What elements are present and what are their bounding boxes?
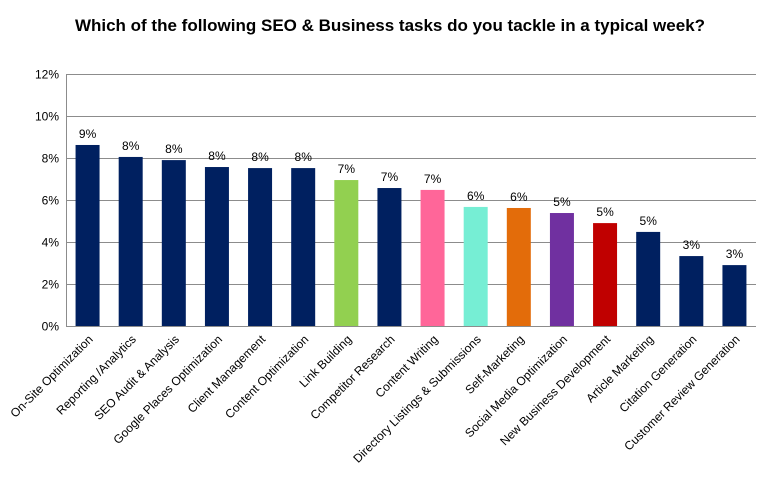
bar [377, 188, 402, 326]
bar [161, 160, 186, 326]
data-label: 6% [467, 189, 485, 203]
data-label: 7% [338, 162, 356, 176]
y-tick-label: 0% [42, 320, 60, 334]
data-label: 5% [640, 214, 658, 228]
y-tick-label: 8% [42, 152, 60, 166]
y-tick-label: 10% [35, 110, 59, 124]
data-label: 5% [553, 195, 571, 209]
bar [722, 265, 747, 326]
data-label: 8% [122, 139, 140, 153]
bar [204, 167, 229, 326]
bar [75, 144, 100, 326]
x-tick-label: Reporting /Analytics [53, 332, 138, 417]
data-label: 3% [683, 238, 701, 252]
data-label: 8% [251, 150, 269, 164]
data-label: 3% [726, 247, 744, 261]
y-tick-label: 12% [35, 68, 59, 82]
x-tick-label: Citation Generation [616, 332, 699, 415]
bar [506, 207, 531, 326]
bar [334, 180, 359, 326]
x-tick-label: Competitor Research [307, 332, 397, 422]
bar [463, 206, 488, 326]
x-tick-label: SEO Audit & Analysis [91, 332, 182, 423]
y-tick-label: 6% [42, 194, 60, 208]
data-label: 7% [424, 172, 442, 186]
y-tick-label: 2% [42, 278, 60, 292]
data-label: 5% [596, 205, 614, 219]
data-label: 8% [208, 149, 226, 163]
bar [118, 156, 143, 326]
x-tick-label: Client Management [185, 332, 269, 416]
bar [248, 168, 273, 326]
bar [549, 213, 574, 326]
bar [420, 189, 445, 326]
bar [291, 168, 316, 326]
data-label: 9% [79, 127, 97, 141]
data-label: 7% [381, 170, 399, 184]
chart-title: Which of the following SEO & Business ta… [74, 16, 706, 35]
bar [636, 231, 661, 326]
bar [679, 256, 704, 326]
data-label: 8% [165, 142, 183, 156]
y-tick-label: 4% [42, 236, 60, 250]
x-tick-label: Content Optimization [222, 332, 311, 421]
x-tick-label: On-Site Optimization [7, 332, 95, 420]
data-label: 8% [295, 150, 313, 164]
data-label: 6% [510, 190, 528, 204]
bar [593, 223, 618, 326]
